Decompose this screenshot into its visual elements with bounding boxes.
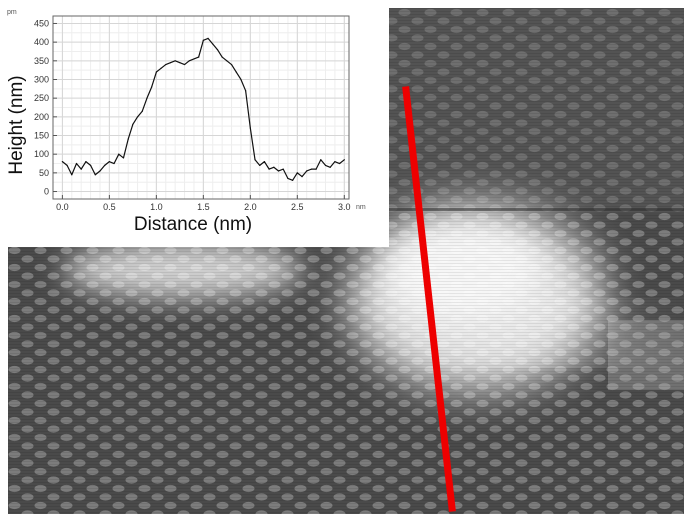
- data-point: [141, 110, 143, 112]
- data-point: [301, 175, 303, 178]
- data-point: [315, 168, 317, 170]
- data-point: [169, 62, 172, 64]
- data-point: [71, 174, 73, 176]
- data-point: [108, 161, 110, 163]
- data-point: [235, 71, 237, 73]
- data-point: [207, 37, 209, 40]
- data-point: [104, 164, 106, 166]
- data-point: [132, 123, 134, 125]
- data-point: [160, 67, 162, 69]
- x-tick-label: 1.0: [150, 202, 163, 212]
- data-point: [85, 161, 87, 163]
- y-tick-label: 150: [34, 131, 49, 141]
- data-point: [273, 166, 275, 168]
- data-point: [94, 174, 96, 176]
- x-tick-label: 2.5: [291, 202, 304, 212]
- x-unit-label: nm: [356, 204, 366, 211]
- data-point: [310, 168, 313, 170]
- x-tick-label: 0.5: [103, 202, 116, 212]
- x-axis-title: Distance (nm): [134, 214, 252, 235]
- data-point: [75, 162, 78, 165]
- data-point: [268, 168, 270, 170]
- x-tick-label: 2.0: [244, 202, 257, 212]
- data-point: [259, 164, 261, 166]
- data-point: [296, 172, 298, 174]
- y-tick-label: 100: [34, 149, 49, 159]
- y-unit-label: pm: [7, 9, 17, 16]
- data-point: [179, 62, 181, 64]
- data-point: [202, 39, 204, 41]
- data-point: [263, 161, 266, 163]
- data-point: [198, 56, 200, 58]
- data-point: [277, 170, 280, 172]
- data-point: [188, 60, 190, 62]
- y-tick-label: 350: [34, 56, 49, 66]
- profile-line-marker: [402, 86, 456, 512]
- y-tick-label: 200: [34, 112, 49, 122]
- profile-series-points: [61, 37, 345, 181]
- y-tick-label: 300: [34, 74, 49, 84]
- data-point: [61, 161, 63, 163]
- data-point: [282, 168, 284, 170]
- y-tick-label: 50: [39, 168, 49, 178]
- data-point: [89, 164, 92, 166]
- y-tick-label: 250: [34, 93, 49, 103]
- data-point: [339, 162, 341, 165]
- data-point: [320, 159, 322, 161]
- step-edge: [388, 208, 684, 211]
- data-point: [245, 90, 247, 92]
- data-point: [136, 116, 139, 118]
- data-point: [80, 168, 82, 170]
- y-tick-label: 0: [44, 187, 49, 197]
- data-point: [183, 63, 186, 66]
- data-point: [212, 43, 214, 45]
- y-axis-ticks: 0 50 100 150 200 250 300 350 400 450: [34, 18, 57, 197]
- data-point: [122, 157, 125, 159]
- data-point: [249, 127, 251, 129]
- y-tick-label: 450: [34, 18, 49, 28]
- data-point: [146, 97, 148, 99]
- data-point: [254, 159, 256, 161]
- y-tick-label: 400: [34, 37, 49, 47]
- data-point: [287, 177, 289, 180]
- data-point: [324, 164, 327, 166]
- data-point: [113, 162, 115, 165]
- data-point: [174, 60, 176, 62]
- chart-background: [0, 0, 389, 247]
- data-point: [334, 161, 336, 163]
- y-axis-title: Height (nm): [6, 75, 27, 174]
- data-point: [226, 60, 228, 62]
- data-point: [155, 71, 157, 73]
- x-tick-label: 1.5: [197, 202, 210, 212]
- data-point: [127, 138, 129, 140]
- gridlines: [53, 16, 349, 199]
- x-axis-ticks: 0.0 0.5 1.0 1.5 2.0 2.5 3.0: [56, 195, 351, 212]
- data-point: [329, 166, 331, 168]
- plot-frame: [52, 15, 350, 200]
- data-point: [221, 56, 223, 58]
- data-point: [306, 170, 308, 172]
- data-point: [240, 78, 242, 81]
- data-point: [66, 164, 68, 166]
- data-point: [343, 159, 345, 161]
- data-point: [193, 58, 195, 60]
- x-tick-label: 0.0: [56, 202, 69, 212]
- x-tick-label: 3.0: [338, 202, 351, 212]
- data-point: [230, 63, 233, 66]
- data-point: [118, 153, 120, 155]
- data-point: [216, 49, 219, 51]
- data-point: [292, 179, 294, 181]
- data-point: [151, 86, 153, 88]
- data-point: [99, 170, 101, 172]
- height-profile-chart: 0.0 0.5 1.0 1.5 2.0 2.5 3.0 0 50 100 150 200 250 300…: [0, 0, 389, 247]
- data-point: [165, 63, 167, 66]
